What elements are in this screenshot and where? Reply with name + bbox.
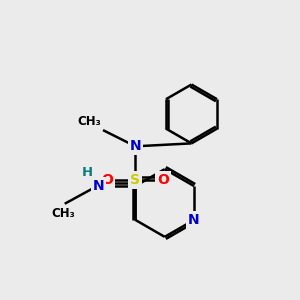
Text: N: N (130, 139, 141, 153)
Text: N: N (93, 179, 104, 193)
Text: N: N (188, 213, 200, 227)
Text: O: O (158, 173, 169, 187)
Text: CH₃: CH₃ (78, 115, 101, 128)
Text: H: H (81, 166, 92, 179)
Text: CH₃: CH₃ (51, 207, 75, 220)
Text: S: S (130, 173, 140, 187)
Text: O: O (101, 173, 113, 187)
